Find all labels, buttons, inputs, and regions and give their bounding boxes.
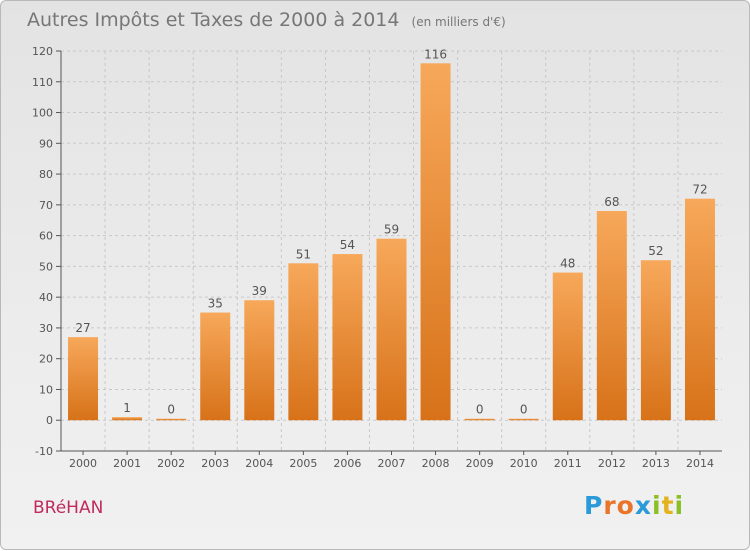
logo-letter: r	[603, 491, 617, 520]
y-tick-label: 60	[39, 230, 53, 243]
bar-2008	[420, 63, 451, 421]
logo-letter: o	[616, 491, 635, 520]
x-tick-label: 2007	[378, 457, 406, 470]
x-tick-label: 2000	[69, 457, 97, 470]
y-tick-label: 20	[39, 353, 53, 366]
y-tick-label: 100	[32, 107, 53, 120]
bar-2001	[112, 417, 143, 421]
x-tick-label: 2003	[201, 457, 229, 470]
y-tick-label: 40	[39, 291, 53, 304]
x-tick-label: 2009	[466, 457, 494, 470]
x-tick-label: 2011	[554, 457, 582, 470]
y-tick-label: -10	[35, 445, 53, 458]
value-label: 72	[692, 183, 707, 197]
value-label: 35	[208, 297, 223, 311]
value-label: 51	[296, 247, 311, 261]
value-label: 54	[340, 238, 355, 252]
value-label: 48	[560, 257, 575, 271]
bar-2002	[156, 418, 187, 421]
chart-title-unit: (en milliers d'€)	[411, 15, 506, 29]
value-label: 27	[75, 321, 90, 335]
bar-2011	[552, 272, 583, 421]
y-tick-label: 30	[39, 322, 53, 335]
bar-2005	[288, 263, 319, 421]
x-tick-label: 2013	[642, 457, 670, 470]
bar-2014	[684, 198, 715, 421]
bar-2013	[640, 260, 671, 421]
value-label: 59	[384, 223, 399, 237]
x-tick-label: 2001	[113, 457, 141, 470]
logo-letter: i	[674, 491, 685, 520]
value-label: 68	[604, 195, 619, 209]
bar-2010	[508, 418, 539, 421]
value-label: 39	[252, 284, 267, 298]
logo-letter: i	[652, 491, 662, 520]
value-label: 0	[520, 403, 528, 417]
bar-2003	[200, 312, 231, 421]
x-tick-label: 2012	[598, 457, 626, 470]
y-tick-label: 90	[39, 137, 53, 150]
data-labels: 27 1 0 35 39 51 54 59 116 0 0 48 68 52 72	[75, 47, 707, 416]
x-tick-label: 2006	[333, 457, 361, 470]
bar-2009	[464, 418, 495, 421]
y-tick-label: 10	[39, 383, 53, 396]
proxiti-logo: Proxiti	[584, 491, 684, 520]
y-tick-label: 50	[39, 260, 53, 273]
x-tick-label: 2010	[510, 457, 538, 470]
bar-2000	[68, 337, 99, 421]
y-tick-label: 110	[32, 76, 53, 89]
x-tick-label: 2002	[157, 457, 185, 470]
x-tick-label: 2004	[245, 457, 273, 470]
city-name: BRéHAN	[33, 498, 104, 518]
y-tick-label: 120	[32, 45, 53, 58]
bar-2007	[376, 238, 407, 421]
chart-title: Autres Impôts et Taxes de 2000 à 2014 (e…	[27, 9, 506, 31]
logo-letter: t	[661, 491, 675, 520]
value-label: 116	[424, 47, 447, 61]
x-tick-label: 2005	[289, 457, 317, 470]
bars	[68, 63, 715, 421]
bar-2004	[244, 300, 275, 421]
logo-letter: x	[634, 491, 652, 520]
logo-letter: P	[584, 491, 604, 520]
bar-2012	[596, 211, 627, 421]
y-tick-label: 80	[39, 168, 53, 181]
y-tick-label: 0	[46, 414, 53, 427]
y-tick-label: 70	[39, 199, 53, 212]
value-label: 1	[123, 401, 131, 415]
value-label: 0	[167, 403, 175, 417]
x-tick-label: 2014	[686, 457, 714, 470]
x-tick-label: 2008	[422, 457, 450, 470]
value-label: 0	[476, 403, 484, 417]
chart-title-main: Autres Impôts et Taxes de 2000 à 2014	[27, 9, 400, 31]
bar-2006	[332, 254, 363, 421]
value-label: 52	[648, 244, 663, 258]
